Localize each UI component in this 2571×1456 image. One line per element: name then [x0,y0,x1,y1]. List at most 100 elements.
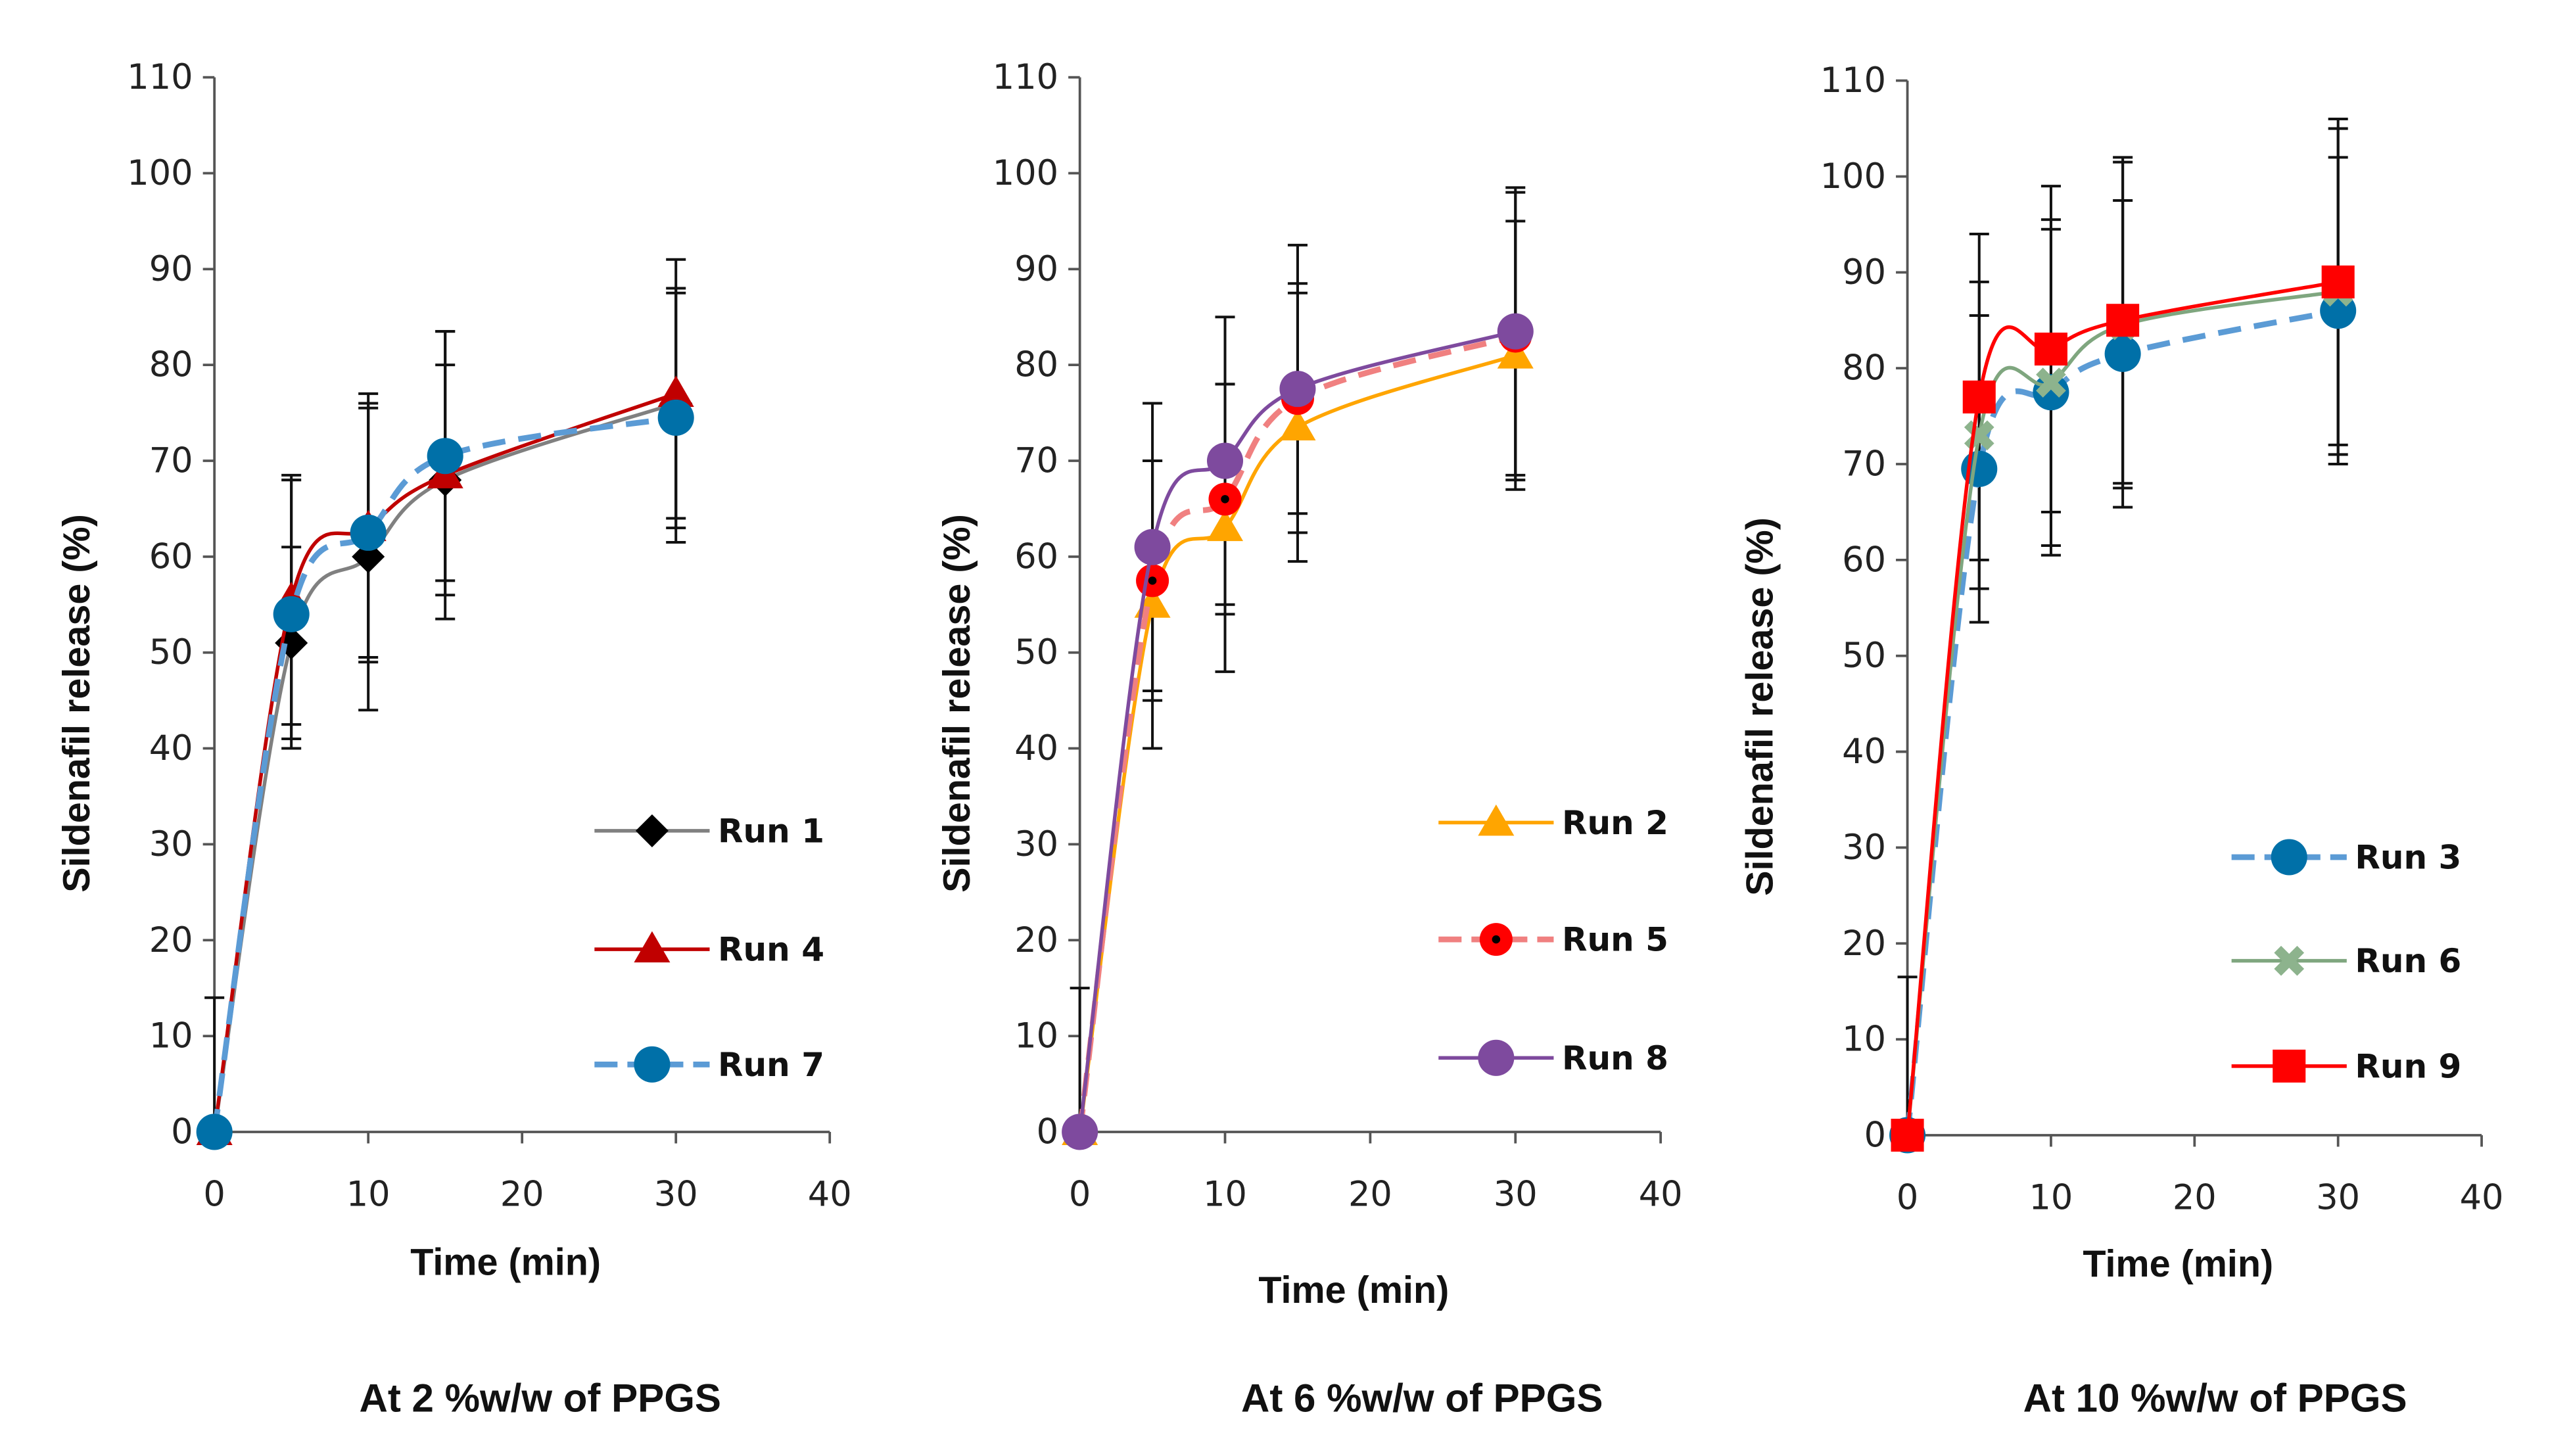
legend-item: Run 4 [594,931,824,969]
x-tick-label: 10 [346,1175,390,1215]
legend-label: Run 7 [718,1046,824,1084]
y-axis-title: Sildenafil release (%) [936,514,978,893]
y-tick-label: 10 [1842,1020,1886,1060]
data-point [1891,1118,1924,1152]
data-point-center [1221,495,1229,504]
chart-panel-3: 0 10 20 30 40 50 60 70 80 90 100 110 0 10 20 30 40 Time (… [1739,60,2503,1420]
y-tick-label: 90 [1014,249,1058,289]
y-tick-label: 70 [1842,444,1886,484]
y-tick-label: 90 [149,249,193,289]
x-tick-label: 0 [1897,1178,1918,1218]
y-tick-label: 0 [171,1112,193,1152]
data-point [1062,1114,1098,1150]
data-point [350,514,387,551]
series-run-8 [1062,313,1534,1150]
y-tick-label: 110 [127,57,193,97]
y-tick-label: 100 [993,153,1058,193]
y-tick-label: 70 [1014,441,1058,481]
y-tick-label: 20 [1842,924,1886,964]
x-tick-label: 40 [808,1175,852,1215]
y-tick-label: 60 [1014,536,1058,576]
legend-label: Run 9 [2355,1047,2461,1085]
x-axis-title: Time (min) [1258,1269,1449,1311]
y-tick-label: 50 [1014,632,1058,672]
legend-item: Run 9 [2231,1047,2461,1085]
chart-panel-2: 0 10 20 30 40 50 60 70 80 90 100 110 0 10 20 30 40 Time (… [936,57,1683,1420]
data-point [2036,367,2066,398]
series-line [211,415,676,1133]
y-tick-label: 10 [1014,1016,1058,1056]
series-line [212,392,677,1133]
x-tick-label: 30 [1494,1175,1538,1215]
y-tick-label: 0 [1864,1115,1886,1155]
legend-label: Run 8 [1562,1039,1668,1077]
x-tick-label: 30 [654,1175,698,1215]
legend-marker [1478,1039,1515,1076]
x-tick-label: 40 [2460,1178,2504,1218]
data-point [1962,380,1996,413]
x-tick-label: 20 [500,1175,544,1215]
legend-marker [2271,839,2307,876]
legend-marker [635,814,669,847]
legend-marker [1478,804,1515,836]
legend-label: Run 6 [2355,942,2461,980]
x-tick-label: 20 [2173,1178,2217,1218]
y-tick-label: 20 [1014,920,1058,960]
x-tick-label: 0 [203,1175,225,1215]
data-point [1279,371,1316,408]
legend-label: Run 2 [1562,804,1668,842]
data-point [196,1114,233,1150]
chart-panel-1: 0 10 20 30 40 50 60 70 80 90 100 110 0 10 20 30 40 Time (… [56,57,852,1420]
y-tick-label: 40 [1014,728,1058,768]
data-point [1206,509,1244,542]
y-tick-label: 50 [149,632,193,672]
data-point [1279,409,1316,440]
x-axis-title: Time (min) [2083,1243,2273,1285]
data-point [1497,313,1534,350]
y-tick-label: 10 [149,1016,193,1056]
x-tick-label: 20 [1348,1175,1392,1215]
x-tick-label: 10 [1203,1175,1247,1215]
series-line [1077,329,1516,1133]
data-point [427,438,463,475]
series-line [1905,280,2339,1136]
panel-caption: At 2 %w/w of PPGS [359,1376,721,1420]
y-tick-label: 70 [149,441,193,481]
legend-label: Run 3 [2355,838,2461,876]
series-line [1077,353,1517,1133]
data-point [2104,335,2141,372]
panel-caption: At 10 %w/w of PPGS [2023,1376,2407,1420]
data-point [657,399,694,436]
y-tick-label: 30 [1014,824,1058,864]
x-tick-label: 0 [1069,1175,1091,1215]
y-axis-title: Sildenafil release (%) [56,514,98,893]
legend-item: Run 1 [594,812,824,850]
data-point [2321,265,2355,298]
y-tick-label: 60 [1842,540,1886,580]
y-tick-label: 50 [1842,636,1886,676]
data-point [273,596,310,632]
legend-item: Run 2 [1438,804,1668,842]
legend-marker-center [1492,935,1501,944]
legend-marker [2273,1049,2306,1083]
y-tick-label: 60 [149,536,193,576]
legend-label: Run 1 [718,812,824,850]
y-tick-label: 110 [993,57,1058,97]
legend-marker [634,1046,671,1083]
data-point [1497,337,1534,369]
y-axis-title: Sildenafil release (%) [1739,517,1781,896]
y-tick-label: 80 [149,345,193,385]
y-tick-label: 100 [1820,156,1886,197]
y-tick-label: 20 [149,920,193,960]
data-point [1134,528,1171,565]
series-run-9 [1891,265,2355,1152]
y-tick-label: 80 [1842,348,1886,388]
x-axis-title: Time (min) [410,1242,601,1284]
legend-item: Run 8 [1438,1039,1668,1077]
data-point [657,375,694,407]
legend-label: Run 5 [1562,921,1668,959]
data-point [2106,304,2140,337]
data-point [1134,586,1171,618]
y-tick-label: 30 [1842,828,1886,868]
